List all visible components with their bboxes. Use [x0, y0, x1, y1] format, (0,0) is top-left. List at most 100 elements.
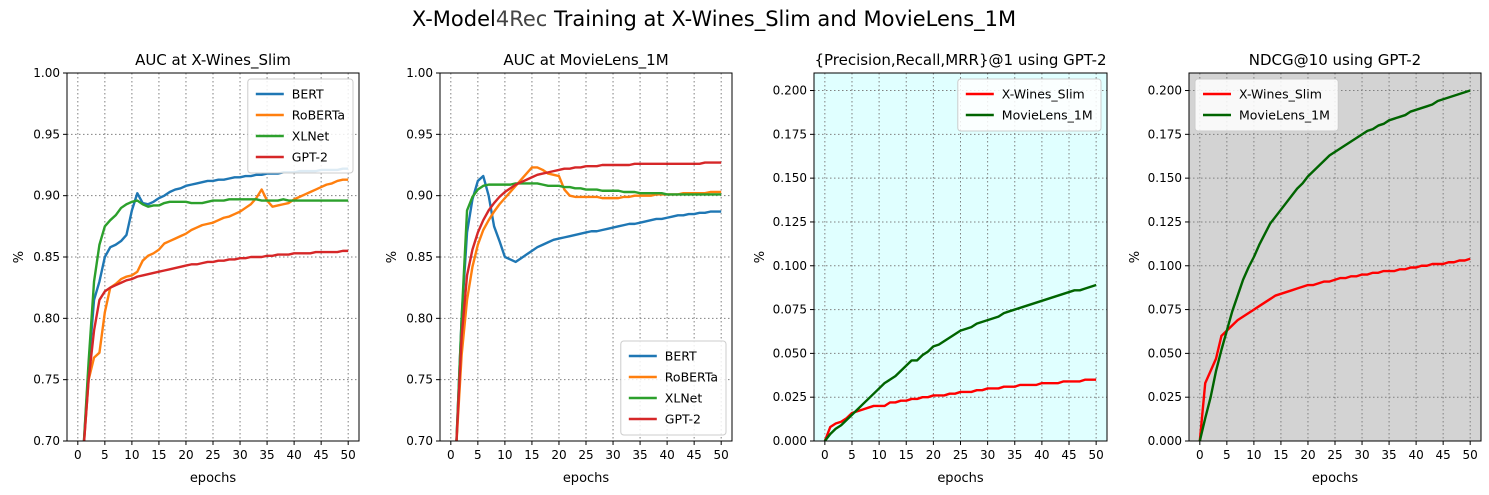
y-axis-label: % — [12, 251, 27, 263]
y-tick-label: 0.025 — [773, 390, 807, 404]
y-tick-label: 0.200 — [1148, 84, 1182, 98]
x-tick-label: 35 — [259, 448, 274, 462]
legend-label: X-Wines_Slim — [1002, 87, 1085, 102]
x-tick-label: 10 — [871, 448, 886, 462]
y-tick-label: 1.00 — [406, 66, 433, 80]
y-tick-label: 0.90 — [406, 189, 433, 203]
y-tick-label: 0.70 — [33, 434, 60, 448]
x-tick-label: 30 — [1354, 448, 1369, 462]
y-tick-label: 1.00 — [33, 66, 60, 80]
x-tick-label: 15 — [151, 448, 166, 462]
y-tick-label: 0.80 — [33, 311, 60, 325]
y-axis-label: % — [753, 251, 768, 263]
y-tick-label: 0.95 — [406, 127, 433, 141]
chart-title: NDCG@10 using GPT-2 — [1249, 51, 1421, 69]
y-tick-label: 0.125 — [773, 215, 807, 229]
series-line-X-Wines_Slim — [1198, 257, 1471, 441]
x-tick-label: 20 — [551, 448, 566, 462]
y-tick-label: 0.75 — [33, 373, 60, 387]
x-axis-label: epochs — [563, 471, 610, 486]
x-tick-label: 30 — [232, 448, 247, 462]
series-line-XLNet — [82, 198, 349, 441]
x-tick-label: 45 — [314, 448, 329, 462]
x-axis-label: epochs — [1312, 471, 1359, 486]
x-tick-label: 15 — [1273, 448, 1288, 462]
y-tick-label: 0.000 — [1148, 434, 1182, 448]
x-tick-label: 40 — [1408, 448, 1423, 462]
y-tick-label: 0.175 — [1148, 127, 1182, 141]
legend-label: RoBERTa — [292, 108, 345, 123]
y-axis-label: % — [1128, 251, 1143, 263]
chart-panel-3: 0 5 10 15 20 25 30 35 40 45 50 0.000 0.025 0.050 0.075… — [753, 51, 1108, 486]
legend-label: BERT — [292, 87, 324, 102]
y-tick-label: 0.100 — [1148, 259, 1182, 273]
x-tick-label: 25 — [953, 448, 968, 462]
x-tick-label: 35 — [632, 448, 647, 462]
x-tick-label: 50 — [714, 448, 729, 462]
y-tick-label: 0.200 — [773, 84, 807, 98]
x-tick-label: 40 — [659, 448, 674, 462]
y-tick-label: 0.075 — [1148, 303, 1182, 317]
x-tick-label: 5 — [101, 448, 109, 462]
x-tick-label: 10 — [497, 448, 512, 462]
x-tick-label: 45 — [687, 448, 702, 462]
x-tick-label: 25 — [205, 448, 220, 462]
legend: X-Wines_Slim MovieLens_1M — [957, 78, 1102, 132]
x-tick-label: 0 — [821, 448, 829, 462]
chart-panel-1: 0 5 10 15 20 25 30 35 40 45 50 0.70 0.75 0.80 0.85 0.90… — [12, 51, 360, 486]
chart-panels: 0 5 10 15 20 25 30 35 40 45 500.700.750.800.850.90… — [12, 51, 1482, 486]
series-line-XLNet — [455, 182, 722, 441]
y-tick-label: 0.80 — [406, 311, 433, 325]
chart-title: AUC at MovieLens_1M — [503, 51, 668, 70]
figure-title-rest: Training at X-Wines_Slim and MovieLens_1… — [547, 7, 1016, 32]
x-tick-label: 15 — [899, 448, 914, 462]
figure-title: X-Model4Rec Training at X-Wines_Slim and… — [412, 7, 1016, 32]
x-axis-label: epochs — [190, 471, 237, 486]
legend-box — [1194, 78, 1339, 132]
y-tick-label: 0.100 — [773, 259, 807, 273]
y-tick-label: 0.150 — [773, 171, 807, 185]
legend-label: XLNet — [292, 129, 330, 144]
y-tick-label: 0.025 — [1148, 390, 1182, 404]
y-tick-label: 0.90 — [33, 189, 60, 203]
y-tick-label: 0.150 — [1148, 171, 1182, 185]
series-line-GPT-2 — [82, 249, 349, 441]
y-tick-label: 0.000 — [773, 434, 807, 448]
x-tick-label: 5 — [1223, 448, 1231, 462]
legend: X-Wines_Slim MovieLens_1M — [1194, 78, 1339, 132]
x-tick-label: 20 — [1300, 448, 1315, 462]
y-tick-label: 0.075 — [773, 303, 807, 317]
legend-box — [247, 78, 354, 174]
x-tick-label: 10 — [1246, 448, 1261, 462]
y-axis-label: % — [385, 251, 400, 263]
x-tick-label: 0 — [447, 448, 455, 462]
legend-label: GPT-2 — [665, 412, 701, 427]
x-tick-label: 50 — [1463, 448, 1478, 462]
legend: BERT RoBERTa XLNet GPT-2 — [620, 340, 727, 436]
y-tick-label: 0.85 — [33, 250, 60, 264]
chart-title: {Precision,Recall,MRR}@1 using GPT-2 — [814, 51, 1106, 69]
x-tick-label: 30 — [605, 448, 620, 462]
x-tick-label: 15 — [524, 448, 539, 462]
figure-title-accent: 4Rec — [496, 7, 547, 31]
x-tick-label: 35 — [1007, 448, 1022, 462]
x-tick-label: 40 — [1034, 448, 1049, 462]
series-line-GPT-2 — [455, 161, 722, 441]
series-line-X-Wines_Slim — [823, 378, 1097, 441]
legend-label: XLNet — [665, 391, 703, 406]
x-tick-label: 50 — [341, 448, 356, 462]
x-tick-label: 25 — [1327, 448, 1342, 462]
x-tick-label: 0 — [1196, 448, 1204, 462]
y-tick-label: 0.70 — [406, 434, 433, 448]
x-tick-label: 30 — [980, 448, 995, 462]
legend-label: GPT-2 — [292, 150, 328, 165]
x-tick-label: 0 — [74, 448, 82, 462]
x-tick-label: 50 — [1089, 448, 1104, 462]
y-tick-label: 0.175 — [773, 127, 807, 141]
chart-panel-4: 0 5 10 15 20 25 30 35 40 45 50 0.000 0.025 0.050 0.075… — [1128, 51, 1482, 486]
x-tick-label: 5 — [474, 448, 482, 462]
series-line-MovieLens_1M — [823, 283, 1097, 441]
legend-label: X-Wines_Slim — [1239, 87, 1322, 102]
legend-label: RoBERTa — [665, 370, 718, 385]
x-tick-label: 5 — [848, 448, 856, 462]
